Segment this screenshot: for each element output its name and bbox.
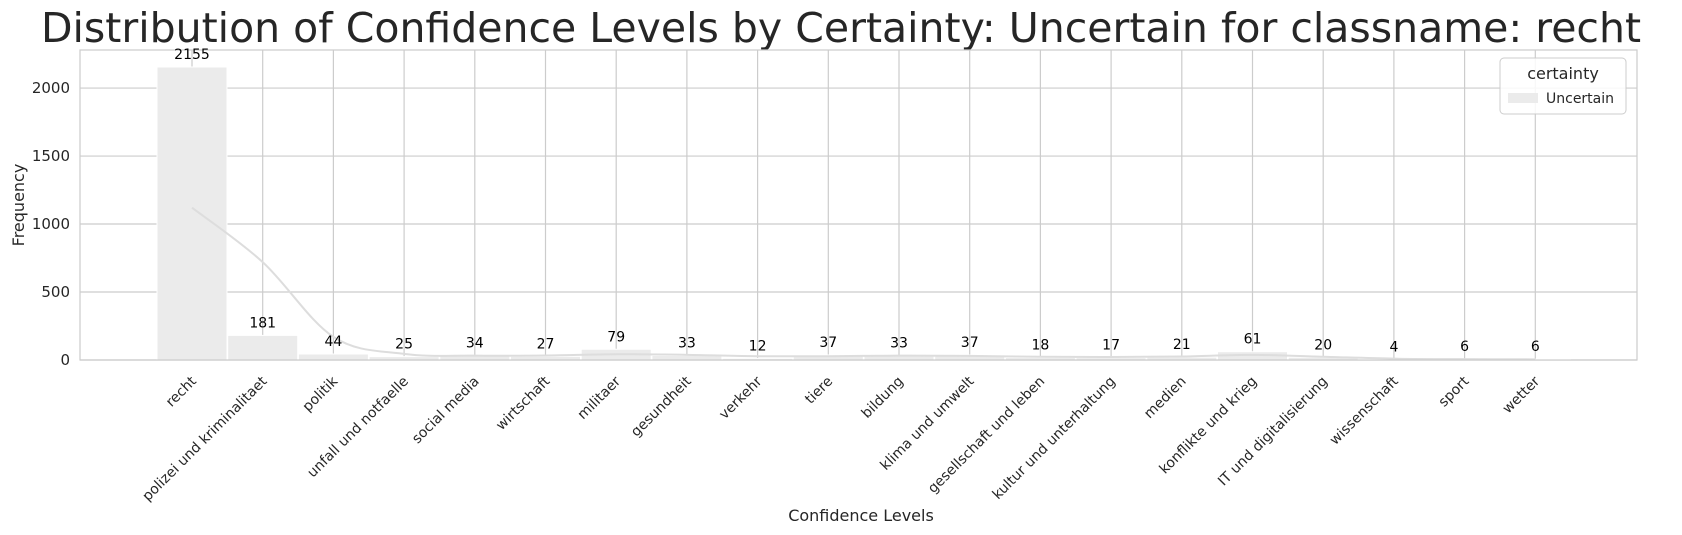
data-label: 79 <box>607 329 625 345</box>
legend-swatch-uncertain <box>1508 93 1538 103</box>
data-label: 44 <box>324 334 342 350</box>
bar <box>297 353 369 361</box>
data-label: 21 <box>1173 337 1191 353</box>
data-label: 18 <box>1031 338 1049 354</box>
y-tick-label: 2000 <box>32 79 70 97</box>
bar <box>156 66 228 361</box>
data-label: 27 <box>537 336 555 352</box>
y-tick-label: 500 <box>41 283 70 301</box>
plot-frame <box>79 49 1638 361</box>
data-label: 37 <box>961 335 979 351</box>
data-label: 4 <box>1389 339 1398 355</box>
x-axis-label: Confidence Levels <box>788 506 934 525</box>
kde-curve <box>191 206 1536 361</box>
kde-line <box>191 206 1536 361</box>
legend-title: certainty <box>1527 64 1599 83</box>
data-label: 181 <box>249 315 276 331</box>
data-label: 20 <box>1314 337 1332 353</box>
data-label: 25 <box>395 337 413 353</box>
data-label: 61 <box>1244 332 1262 348</box>
data-label: 2155 <box>174 47 210 63</box>
chart-title: Distribution of Confidence Levels by Cer… <box>41 4 1641 52</box>
bar <box>227 334 299 361</box>
legend-entry-uncertain: Uncertain <box>1546 91 1614 107</box>
data-label: 6 <box>1531 339 1540 355</box>
y-tick-label: 1000 <box>32 215 70 233</box>
legend: certainty Uncertain <box>1499 57 1627 115</box>
data-label: 6 <box>1460 339 1469 355</box>
data-label: 34 <box>466 335 484 351</box>
data-label: 17 <box>1102 338 1120 354</box>
y-axis-ticks: 0 500 1000 1500 2000 <box>32 79 70 369</box>
bars <box>156 66 1571 361</box>
y-axis-label: Frequency <box>9 164 28 247</box>
y-tick-label: 1500 <box>32 147 70 165</box>
data-label: 37 <box>819 335 837 351</box>
y-tick-label: 0 <box>60 351 70 369</box>
data-label: 33 <box>890 336 908 352</box>
data-label: 12 <box>749 338 767 354</box>
data-labels: 2155 181 44 25 34 27 79 33 12 37 33 37 18 17 21 61 20 4 6 6 <box>174 47 1540 355</box>
data-label: 33 <box>678 336 696 352</box>
